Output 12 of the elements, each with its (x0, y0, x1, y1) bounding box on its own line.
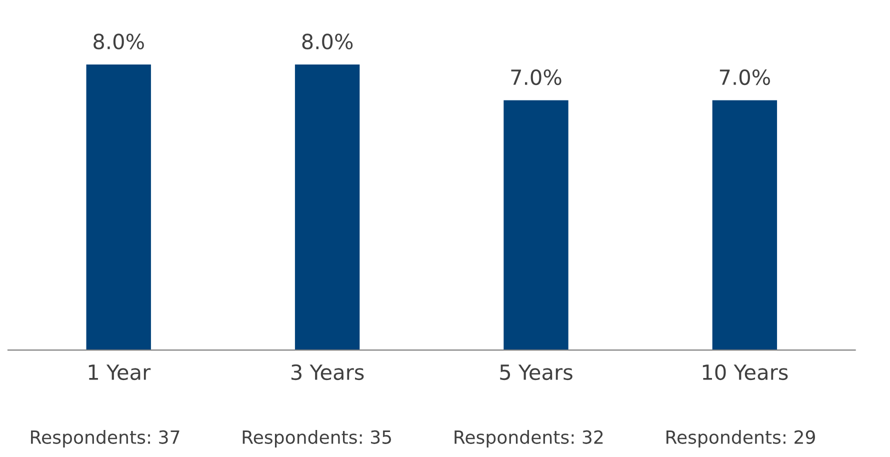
x-tick-label: 5 Years (500, 364, 572, 380)
text: Respondents: 35 (242, 430, 392, 448)
x-tick-label: 3 Years (291, 364, 364, 380)
x-tick-label: 1 Year (88, 364, 151, 380)
text: Respondents: 29 (666, 430, 815, 448)
text: Respondents: 37 (31, 430, 180, 448)
data-label: 8.0% (94, 34, 144, 50)
text: Respondents: 32 (454, 430, 603, 448)
data-label: 8.0% (302, 34, 353, 50)
x-tick-label: 10 Years (702, 364, 788, 380)
data-label: 7.0% (720, 69, 770, 86)
data-label: 7.0% (511, 69, 562, 86)
